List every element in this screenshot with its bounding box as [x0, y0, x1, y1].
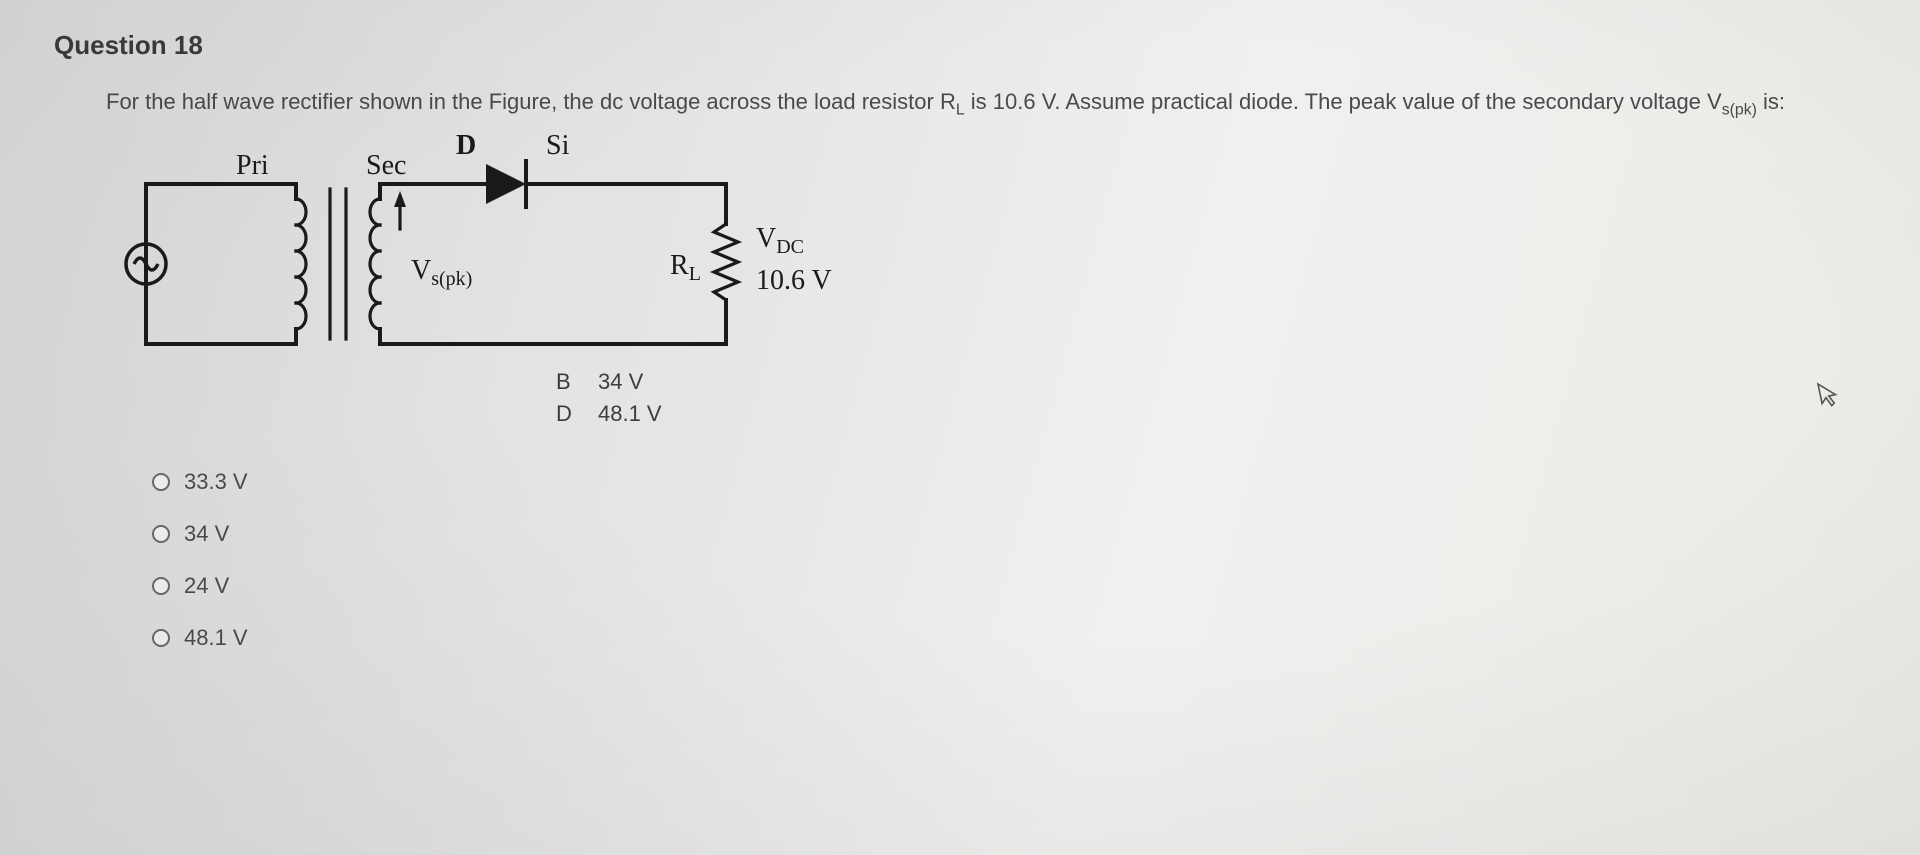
- label-rl: RL: [670, 250, 701, 285]
- figure-answer-label: B: [556, 369, 576, 395]
- question-number: Question 18: [54, 30, 1872, 61]
- figure-answer-row: D 48.1 V: [556, 401, 662, 427]
- answer-option-label: 24 V: [184, 573, 229, 599]
- label-vspk: Vs(pk): [411, 255, 472, 290]
- label-diode-letter: D: [456, 130, 476, 161]
- answer-option-label: 33.3 V: [184, 469, 248, 495]
- answer-option[interactable]: 34 V: [152, 521, 1872, 547]
- figure-answer-value: 48.1 V: [598, 401, 662, 427]
- question-prompt: For the half wave rectifier shown in the…: [106, 89, 1872, 119]
- label-pri: Pri: [236, 150, 269, 181]
- answer-options: 33.3 V 34 V 24 V 48.1 V: [106, 469, 1872, 651]
- answer-option[interactable]: 48.1 V: [152, 625, 1872, 651]
- radio-icon[interactable]: [152, 473, 170, 491]
- circuit-diagram: Pri Sec D Si Vs(pk) RL VDC 10.6 V B34 VD…: [116, 129, 876, 399]
- radio-icon[interactable]: [152, 525, 170, 543]
- answer-option[interactable]: 33.3 V: [152, 469, 1872, 495]
- figure-answer-fragments: B 34 V D 48.1 V: [556, 369, 662, 433]
- radio-icon[interactable]: [152, 577, 170, 595]
- answer-option-label: 34 V: [184, 521, 229, 547]
- figure-answer-value: 34 V: [598, 369, 643, 395]
- figure-answer-row: B 34 V: [556, 369, 662, 395]
- figure-answer-label: D: [556, 401, 576, 427]
- answer-option-label: 48.1 V: [184, 625, 248, 651]
- answer-option[interactable]: 24 V: [152, 573, 1872, 599]
- label-diode-type: Si: [546, 130, 570, 161]
- label-vdc: VDC: [756, 223, 804, 258]
- label-sec: Sec: [366, 150, 406, 181]
- radio-icon[interactable]: [152, 629, 170, 647]
- label-vdc-value: 10.6 V: [756, 265, 832, 296]
